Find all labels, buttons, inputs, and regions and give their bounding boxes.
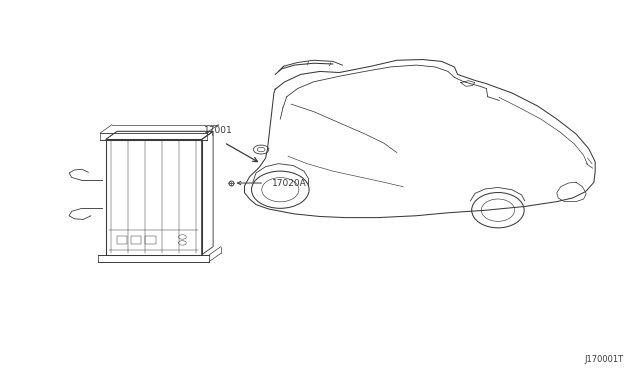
Text: 17001: 17001 xyxy=(204,126,232,135)
Text: 17020A: 17020A xyxy=(272,179,307,187)
Text: J170001T: J170001T xyxy=(585,355,624,364)
